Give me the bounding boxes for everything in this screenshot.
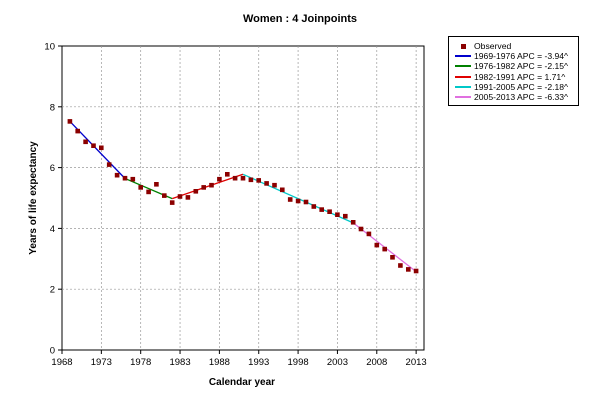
x-tick-label: 2008	[366, 357, 387, 368]
x-tick-label: 1968	[51, 357, 72, 368]
legend-item-series: 1969-1976 APC = -3.94^	[455, 51, 578, 61]
x-tick-label: 1988	[209, 357, 230, 368]
x-tick-label: 2013	[406, 357, 427, 368]
observed-point	[335, 212, 340, 217]
observed-marker-icon	[460, 43, 466, 49]
line-swatch-icon	[455, 75, 471, 78]
observed-point	[311, 204, 317, 209]
observed-point	[303, 199, 309, 205]
observed-point	[343, 213, 348, 219]
plot-area	[61, 45, 425, 351]
observed-point	[146, 189, 151, 195]
y-tick-label: 0	[50, 346, 55, 357]
observed-point	[201, 185, 206, 190]
observed-point	[114, 172, 120, 178]
observed-point	[398, 263, 403, 268]
observed-point	[256, 178, 261, 183]
observed-point	[248, 177, 254, 183]
observed-point	[327, 209, 332, 214]
y-tick-label: 4	[50, 224, 55, 235]
observed-point	[217, 176, 222, 182]
observed-point	[413, 268, 419, 274]
observed-point	[138, 185, 143, 190]
observed-point	[106, 162, 112, 167]
observed-point	[280, 187, 285, 193]
legend-label: 2005-2013 APC = -6.33^	[474, 92, 569, 103]
legend: Observed 1969-1976 APC = -3.94^ 1976-198…	[448, 36, 579, 106]
observed-point	[240, 175, 246, 181]
trend-line	[171, 173, 244, 200]
y-axis-ticks: 0 2 4 6 8 10	[44, 42, 62, 357]
observed-point	[169, 200, 175, 205]
observed-point	[154, 182, 159, 187]
line-swatch-icon	[455, 96, 471, 99]
observed-point	[75, 128, 80, 134]
observed-point	[83, 139, 88, 145]
observed-point	[406, 267, 411, 272]
x-tick-label: 1993	[248, 357, 269, 368]
y-tick-label: 10	[44, 42, 55, 53]
chart-title: Women : 4 Joinpoints	[243, 13, 357, 25]
line-swatch-icon	[455, 65, 471, 68]
observed-point	[272, 182, 277, 188]
y-tick-label: 8	[50, 102, 55, 113]
grid	[62, 46, 424, 350]
trend-line	[242, 173, 354, 224]
observed-point	[122, 175, 128, 181]
observed-point	[130, 176, 136, 182]
legend-label: 1991-2005 APC = -2.18^	[474, 81, 569, 92]
observed-point	[232, 175, 238, 181]
observed-point	[319, 207, 324, 212]
x-tick-label: 1973	[91, 357, 112, 368]
observed-points	[67, 119, 419, 274]
legend-item-observed: Observed	[455, 41, 578, 51]
observed-point	[99, 145, 104, 151]
observed-point	[193, 189, 199, 194]
legend-label: 1969-1976 APC = -3.94^	[474, 51, 569, 62]
x-tick-label: 1978	[130, 357, 151, 368]
observed-point	[390, 255, 395, 260]
observed-point	[177, 194, 183, 199]
line-swatch-icon	[455, 85, 471, 88]
line-swatch-icon	[455, 55, 471, 58]
y-axis-label: Years of life expectancy	[28, 141, 39, 255]
observed-point	[91, 143, 96, 148]
legend-label: Observed	[474, 41, 512, 52]
observed-point	[225, 172, 230, 177]
x-axis-label: Calendar year	[209, 377, 275, 388]
observed-point	[366, 231, 372, 237]
observed-point	[287, 197, 293, 202]
y-tick-label: 6	[50, 163, 55, 174]
legend-item-series: 1976-1982 APC = -2.15^	[455, 61, 578, 71]
observed-point	[350, 220, 356, 225]
observed-point	[295, 198, 301, 204]
legend-item-series: 1991-2005 APC = -2.18^	[455, 82, 578, 92]
legend-label: 1976-1982 APC = -2.15^	[474, 61, 569, 72]
observed-point	[185, 195, 191, 200]
x-tick-label: 1983	[169, 357, 190, 368]
observed-point	[67, 119, 73, 124]
x-axis-ticks: 1968 1973 1978 1983 1988 1993 1998 2003 2008 2013	[51, 350, 427, 368]
observed-point	[382, 246, 387, 252]
observed-point	[209, 182, 214, 188]
legend-label: 1982-1991 APC = 1.71^	[474, 71, 566, 82]
x-tick-label: 2003	[327, 357, 348, 368]
legend-item-series: 2005-2013 APC = -6.33^	[455, 92, 578, 102]
legend-item-series: 1982-1991 APC = 1.71^	[455, 72, 578, 82]
observed-point	[374, 242, 380, 248]
observed-point	[358, 226, 364, 232]
observed-point	[264, 181, 269, 186]
x-tick-label: 1998	[288, 357, 309, 368]
y-tick-label: 2	[50, 285, 55, 296]
observed-point	[162, 193, 167, 198]
